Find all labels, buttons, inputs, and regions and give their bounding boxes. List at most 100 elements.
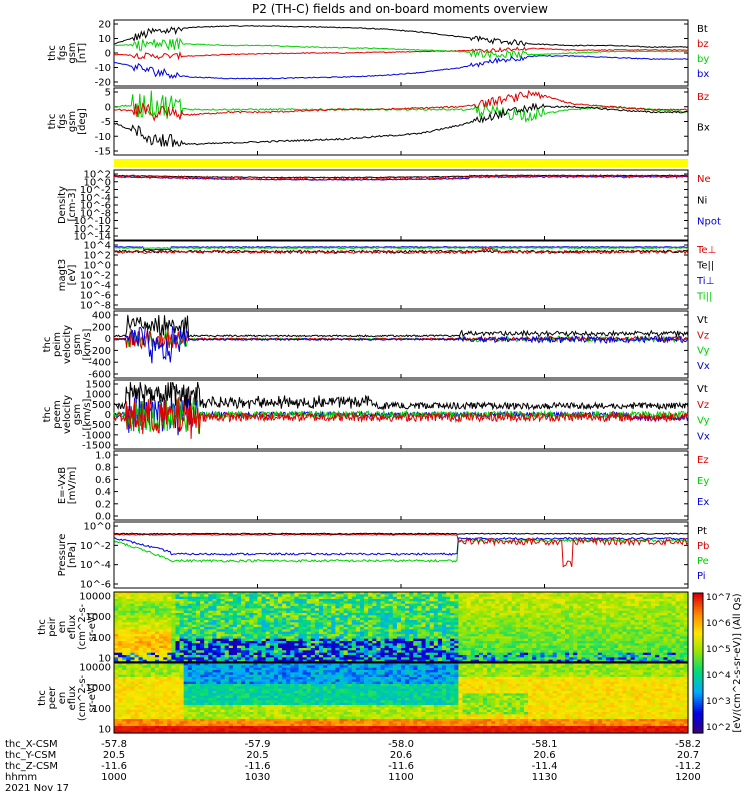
y-tick-label: 0 — [105, 49, 111, 60]
y-tick-label: 10^-6 — [80, 580, 111, 591]
x-row-label: thc_X-CSM — [5, 739, 58, 750]
y-tick-label: 0.2 — [95, 499, 111, 510]
panel-frame-p5 — [114, 311, 688, 378]
y-axis-label: sr-eV) — [87, 683, 98, 712]
colorbar-tick-label: 10^3 — [706, 697, 731, 707]
y-tick-label: 10^-4 — [80, 560, 111, 571]
legend-entry: Bt — [697, 24, 708, 35]
legend-entry: bx — [697, 69, 709, 80]
x-row-value: -57.9 — [245, 739, 271, 750]
chart-title: P2 (TH-C) fields and on-board moments ov… — [252, 2, 548, 16]
x-row-value: 20.7 — [677, 750, 699, 761]
x-row-label: thc_Y-CSM — [5, 750, 56, 761]
legend-entry: Vx — [697, 431, 710, 442]
x-row-value: -58.2 — [675, 739, 701, 750]
legend-entry: Ti⊥ — [696, 276, 714, 287]
panel-frame-p3 — [114, 170, 688, 240]
y-axis-label: [cm-3] — [67, 188, 78, 221]
legend-entry: Pe — [697, 556, 709, 567]
y-tick-label: -5 — [101, 117, 111, 128]
legend-entry: Bz — [697, 92, 709, 103]
y-tick-label: -10 — [95, 63, 111, 74]
y-axis-label: [eV] — [67, 265, 78, 286]
y-axis-label: [km/s] — [82, 328, 93, 360]
y-tick-label: 10000 — [79, 663, 111, 674]
legend-entry: Vx — [697, 361, 710, 372]
x-row-label: hhmm — [5, 772, 37, 783]
y-axis-label: [deg] — [77, 108, 88, 135]
series-Vt — [114, 382, 688, 409]
colorbar-tick-label: 10^4 — [706, 671, 731, 681]
y-tick-label: -15 — [95, 147, 111, 158]
legend-entry: Vy — [697, 416, 710, 427]
y-tick-label: 200 — [92, 322, 111, 333]
y-tick-label: 10^-2 — [80, 541, 111, 552]
x-row-value: 1000 — [101, 772, 126, 783]
series-bx — [114, 56, 688, 79]
legend-entry: Ey — [697, 476, 709, 487]
y-tick-label: 10 — [98, 34, 111, 45]
panel-frame-p7 — [114, 451, 688, 520]
x-row-value: 1100 — [388, 772, 413, 783]
legend-entry: Ex — [697, 497, 709, 508]
series-Pt — [114, 533, 688, 534]
x-row-value: 1130 — [532, 772, 557, 783]
legend-entry: Ni — [697, 195, 707, 206]
x-row-value: -11.6 — [101, 761, 127, 772]
y-tick-label: 10^0 — [84, 522, 111, 533]
yellow-flag-bar — [114, 159, 688, 167]
y-axis-label: [nT] — [77, 43, 88, 63]
y-axis-label: [mV/m] — [67, 467, 78, 505]
y-axis-label: [km/s] — [82, 398, 93, 430]
y-tick-label: 1.0 — [95, 451, 111, 462]
legend-entry: Ez — [697, 455, 709, 466]
x-row-value: 20.5 — [246, 750, 268, 761]
panel-frame-p2 — [114, 88, 688, 155]
x-row-value: 20.6 — [533, 750, 555, 761]
y-tick-label: 20 — [98, 20, 111, 31]
ion-spectrogram — [114, 592, 689, 663]
x-row-value: 1200 — [675, 772, 700, 783]
legend-entry: Ti|| — [696, 292, 712, 303]
colorbar-tick-label: 10^6 — [706, 619, 731, 629]
colorbar-label: [eV/(cm^2-s-sr-eV)] (All Qs) — [732, 593, 743, 732]
y-tick-label: 10 — [98, 725, 111, 736]
x-row-value: 20.6 — [390, 750, 412, 761]
legend-entry: Npot — [697, 217, 721, 228]
colorbar-tick-label: 10^7 — [706, 593, 731, 603]
legend-entry: Vt — [697, 315, 708, 326]
legend-entry: Te|| — [696, 261, 714, 272]
x-row-label: thc_Z-CSM — [5, 761, 58, 772]
y-tick-label: 5 — [105, 88, 111, 99]
x-row-value: -57.8 — [101, 739, 127, 750]
x-row-value: -11.4 — [532, 761, 558, 772]
x-row-value: -11.6 — [388, 761, 414, 772]
panel-frame-p8 — [114, 522, 688, 588]
series-Vx — [114, 326, 688, 364]
y-tick-label: 0 — [105, 334, 111, 345]
electron-spectrogram — [114, 663, 689, 734]
legend-entry: Ne — [697, 174, 711, 185]
series-Pe — [114, 539, 688, 562]
colorbar-tick-label: 10^5 — [706, 645, 731, 655]
series-Bz — [114, 91, 688, 120]
panel-frame-p1 — [114, 20, 688, 86]
legend-entry: Vz — [697, 400, 709, 411]
x-row-value: 20.5 — [103, 750, 125, 761]
legend-entry: Pb — [697, 541, 709, 552]
y-tick-label: 0.6 — [95, 475, 111, 486]
legend-entry: bz — [697, 39, 709, 50]
x-row-value: -11.6 — [245, 761, 271, 772]
y-tick-label: 0.8 — [95, 463, 111, 474]
x-row-value: 1030 — [245, 772, 270, 783]
legend-entry: Vz — [697, 330, 709, 341]
date-label: 2021 Nov 17 — [5, 783, 69, 794]
y-tick-label: 10000 — [79, 592, 111, 603]
legend-entry: Bx — [697, 123, 710, 134]
legend-entry: Pt — [697, 526, 707, 537]
y-tick-label: 0.4 — [95, 487, 111, 498]
colorbar-tick-label: 10^2 — [706, 723, 731, 733]
x-row-value: -58.0 — [388, 739, 414, 750]
